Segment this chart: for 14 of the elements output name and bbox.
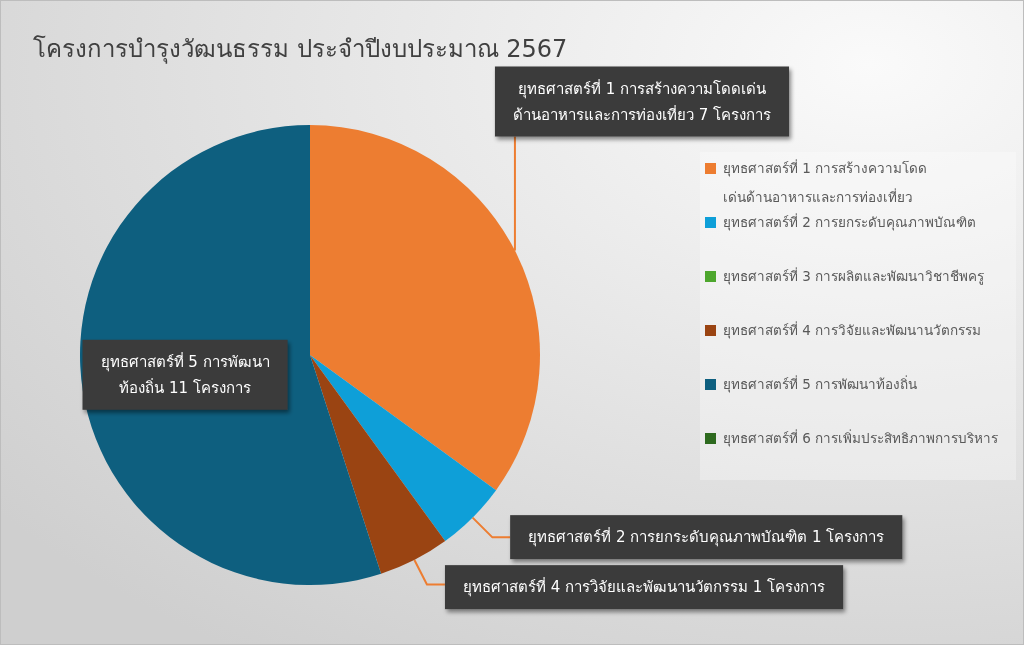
pie-slice [310,355,497,542]
legend-label: ยุทธศาสตร์ที่ 6 การเพิ่มประสิทธิภาพการบริหาร [723,429,999,447]
legend-label: ยุทธศาสตร์ที่ 1 การสร้างความโดดเด่นด้านอาหารและการท่องเที่ยว [723,159,928,205]
pie-slice [310,355,446,574]
data-label: ยุทธศาสตร์ที่ 1 การสร้างความโดดเด่นด้านอาหารและการท่องเที่ยว 7 โครงการ [512,77,772,124]
legend-label: ยุทธศาสตร์ที่ 4 การวิจัยและพัฒนานวัตกรรม [723,321,982,339]
legend-label: ยุทธศาสตร์ที่ 2 การยกระดับคุณภาพบัณฑิต [723,213,977,231]
pie-slice [310,125,540,491]
chart-title: โครงการบำรุงวัฒนธรรม ประจำปีงบประมาณ 2567 [33,35,568,64]
data-label: ยุทธศาสตร์ที่ 4 การวิจัยและพัฒนานวัตกรรม 1 โครงการ [462,576,826,598]
legend-label: ยุทธศาสตร์ที่ 3 การผลิตและพัฒนาวิชาชีพครู [723,267,985,285]
legend-label: ยุทธศาสตร์ที่ 5 การพัฒนาท้องถิ่น [723,375,918,393]
data-label: ยุทธศาสตร์ที่ 5 การพัฒนาท้องถิ่น 11 โครงการ [100,350,270,397]
data-label: ยุทธศาสตร์ที่ 2 การยกระดับคุณภาพบัณฑิต 1 โครงการ [528,526,885,548]
